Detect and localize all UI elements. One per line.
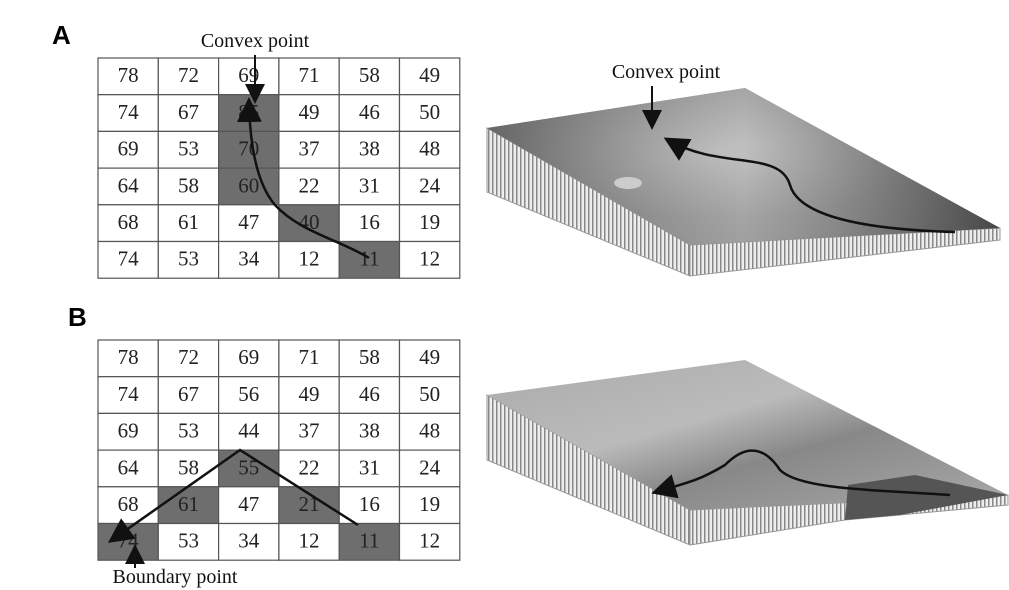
cell-value: 68 (118, 492, 139, 516)
grid: 78 72 69 71 58 49 74 67 56 49 46 50 69 53 44 37 38 48 64 58… (98, 340, 460, 560)
cell-value: 48 (419, 137, 440, 161)
cell-value: 37 (299, 419, 320, 443)
cell-value: 22 (299, 455, 320, 479)
cell-value: 34 (238, 529, 260, 553)
cell-value: 47 (238, 210, 259, 234)
cell-value: 12 (299, 247, 320, 271)
cell-value: 46 (359, 100, 380, 124)
cell-value: 71 (299, 345, 320, 369)
panel-label: B (68, 302, 87, 332)
cell-value: 12 (419, 529, 440, 553)
cell-value: 70 (238, 137, 259, 161)
cell-value: 47 (238, 492, 259, 516)
cell-value: 38 (359, 137, 380, 161)
cell-value: 53 (178, 419, 199, 443)
cell-value: 21 (299, 492, 320, 516)
cell-value: 31 (359, 173, 380, 197)
cell-value: 53 (178, 137, 199, 161)
cell-value: 60 (238, 173, 259, 197)
cell-value: 53 (178, 247, 199, 271)
cell-value: 24 (419, 173, 441, 197)
cell-value: 58 (178, 455, 199, 479)
cell-value: 64 (118, 455, 140, 479)
cell-value: 38 (359, 419, 380, 443)
figure: A B 787269715849746785494650695370373848… (0, 0, 1009, 590)
cell-value: 71 (299, 63, 320, 87)
cell-value: 78 (118, 63, 139, 87)
cell-value: 19 (419, 210, 440, 234)
cell-value: 12 (419, 247, 440, 271)
annotation: Convex point (201, 30, 310, 52)
cell-value: 49 (299, 382, 320, 406)
cell-value: 16 (359, 210, 380, 234)
cell-value: 58 (359, 63, 380, 87)
cell-value: 49 (419, 345, 440, 369)
cell-value: 56 (238, 382, 259, 406)
cell-value: 50 (419, 100, 440, 124)
cell-value: 49 (419, 63, 440, 87)
cell-value: 37 (299, 137, 320, 161)
cell-value: 69 (238, 63, 259, 87)
cell-value: 64 (118, 173, 140, 197)
cell-value: 72 (178, 345, 199, 369)
cell-value: 12 (299, 529, 320, 553)
cell-value: 48 (419, 419, 440, 443)
cell-value: 11 (359, 529, 379, 553)
cell-value: 50 (419, 382, 440, 406)
cell-value: 67 (178, 382, 199, 406)
cell-value: 69 (118, 137, 139, 161)
cell-value: 19 (419, 492, 440, 516)
cell-value: 44 (238, 419, 260, 443)
cell-value: 34 (238, 247, 260, 271)
annotation: Boundary point (113, 566, 238, 588)
cell-value: 67 (178, 100, 199, 124)
cell-value: 11 (359, 247, 379, 271)
cell-value: 58 (178, 173, 199, 197)
cell-value: 24 (419, 455, 441, 479)
panel-label: A (52, 20, 71, 50)
cell-value: 61 (178, 492, 199, 516)
cell-value: 72 (178, 63, 199, 87)
cell-value: 69 (118, 419, 139, 443)
cell-value: 61 (178, 210, 199, 234)
cell-value: 16 (359, 492, 380, 516)
cell-value: 68 (118, 210, 139, 234)
cell-value: 58 (359, 345, 380, 369)
cell-value: 78 (118, 345, 139, 369)
cell-value: 46 (359, 382, 380, 406)
cell-value: 74 (118, 100, 140, 124)
terrain (487, 88, 1000, 276)
cell-value: 22 (299, 173, 320, 197)
cell-value: 31 (359, 455, 380, 479)
cell-value: 74 (118, 247, 140, 271)
cell-value: 69 (238, 345, 259, 369)
cell-value: 49 (299, 100, 320, 124)
terrain (487, 360, 1008, 545)
cell-value: 53 (178, 529, 199, 553)
cell-value: 74 (118, 382, 140, 406)
annotation: Convex point (612, 61, 721, 83)
